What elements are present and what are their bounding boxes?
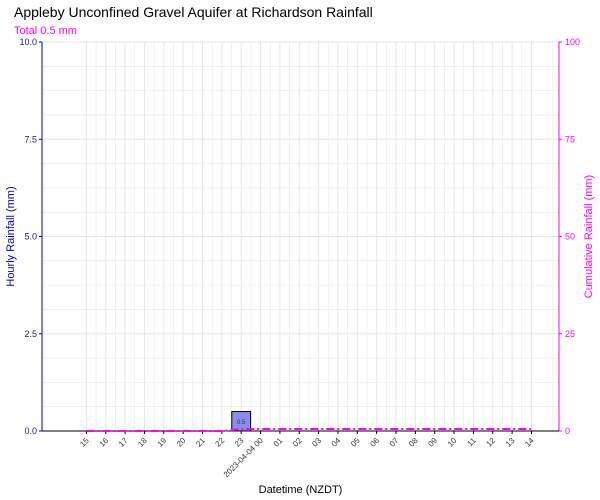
left-tick-label: 0.0 — [24, 426, 37, 436]
x-tick-label: 11 — [466, 436, 479, 449]
x-tick-label: 19 — [156, 436, 169, 449]
x-tick-label: 08 — [407, 436, 420, 449]
x-tick-label: 21 — [194, 436, 207, 449]
x-tick-label: 04 — [330, 436, 343, 449]
x-tick-label: 18 — [136, 436, 149, 449]
x-tick-label: 06 — [368, 436, 381, 449]
right-tick-label: 25 — [565, 329, 575, 339]
left-tick-label: 5.0 — [24, 232, 37, 242]
x-axis-title: Datetime (NZDT) — [259, 484, 343, 496]
x-tick-label: 17 — [117, 436, 130, 449]
bar-value-label: 0.5 — [237, 420, 246, 426]
x-tick-label: 22 — [214, 436, 227, 449]
left-tick-label: 7.5 — [24, 134, 37, 144]
x-tick-label: 13 — [504, 436, 517, 449]
x-tick-label: 15 — [78, 436, 91, 449]
right-tick-label: 50 — [565, 232, 575, 242]
left-tick-label: 2.5 — [24, 329, 37, 339]
chart-title: Appleby Unconfined Gravel Aquifer at Ric… — [14, 4, 373, 20]
x-tick-label: 03 — [310, 436, 323, 449]
x-tick-label: 10 — [446, 436, 459, 449]
x-tick-label: 09 — [426, 436, 439, 449]
x-tick-label: 23 — [233, 436, 246, 449]
left-tick-label: 10.0 — [19, 37, 37, 47]
y-axis-title: Hourly Rainfall (mm) — [5, 186, 17, 286]
rainfall-bar — [231, 411, 252, 432]
x-tick-label: 12 — [485, 436, 498, 449]
x-tick-label: 02 — [291, 436, 304, 449]
y2-axis-title: Cumulative Rainfall (mm) — [583, 175, 595, 298]
cumulative-rainfall-line — [86, 428, 532, 432]
x-tick-label: 16 — [98, 436, 111, 449]
chart-subtitle: Total 0.5 mm — [14, 25, 77, 37]
x-tick-label: 01 — [272, 436, 285, 449]
x-tick-label: 14 — [523, 436, 536, 449]
right-tick-label: 100 — [565, 37, 580, 47]
x-tick-label: 07 — [388, 436, 401, 449]
x-tick-label: 20 — [175, 436, 188, 449]
x-tick-label: 05 — [349, 436, 362, 449]
right-tick-label: 75 — [565, 134, 575, 144]
right-tick-label: 0 — [565, 426, 570, 436]
